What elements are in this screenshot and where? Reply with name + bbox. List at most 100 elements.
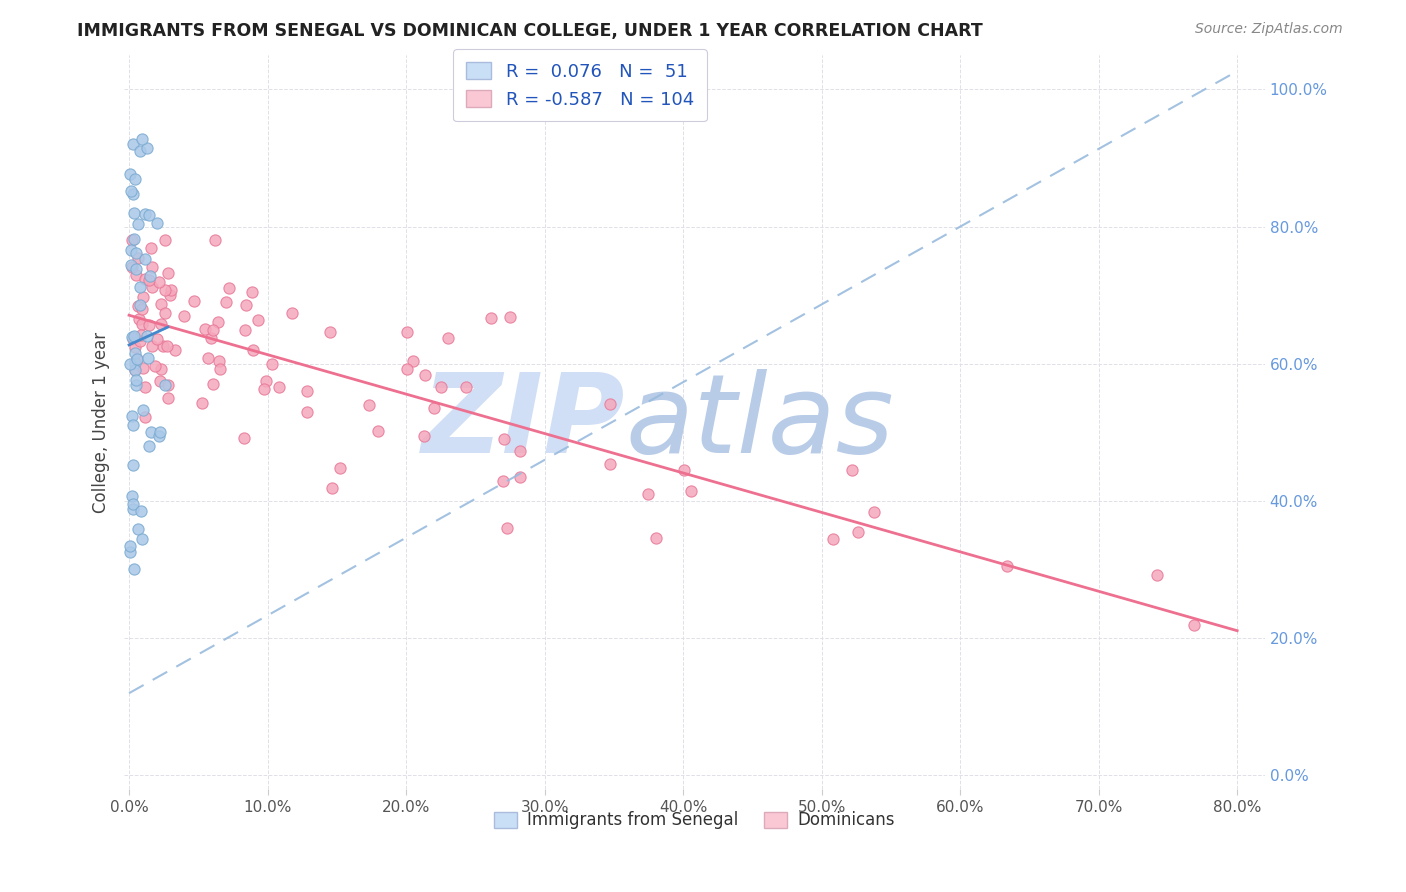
Point (129, 144, 152, 158)
Point (156, 339, 179, 353)
Point (141, 279, 163, 293)
Point (153, 377, 176, 392)
Point (121, 332, 143, 346)
Point (122, 329, 145, 343)
Point (127, 352, 149, 367)
Point (191, 396, 214, 410)
Point (402, 353, 425, 368)
Point (128, 280, 150, 294)
Point (281, 306, 304, 320)
Point (149, 374, 172, 388)
Point (132, 360, 155, 375)
Point (159, 287, 181, 301)
Point (128, 311, 150, 326)
Point (138, 318, 160, 332)
Point (120, 544, 142, 558)
Point (118, 357, 141, 371)
Point (395, 325, 418, 339)
Point (599, 457, 621, 471)
Point (131, 532, 153, 546)
Point (200, 331, 222, 345)
Point (125, 352, 148, 367)
Point (215, 295, 238, 310)
Point (139, 241, 162, 255)
Point (863, 505, 886, 519)
Y-axis label: College, Under 1 year: College, Under 1 year (93, 332, 110, 513)
Point (122, 458, 145, 472)
Point (141, 260, 163, 274)
Point (127, 217, 149, 231)
Point (122, 136, 145, 151)
Point (141, 339, 163, 353)
Point (1182, 617, 1205, 632)
Point (153, 306, 176, 320)
Point (156, 266, 179, 280)
Text: atlas: atlas (626, 368, 894, 475)
Point (173, 309, 195, 323)
Point (295, 405, 318, 419)
Point (148, 275, 170, 289)
Point (267, 380, 290, 394)
Text: ZIP: ZIP (422, 368, 626, 475)
Point (235, 298, 257, 312)
Point (121, 260, 143, 274)
Point (120, 258, 142, 272)
Point (122, 417, 145, 432)
Point (165, 343, 187, 358)
Point (124, 341, 146, 355)
Point (125, 377, 148, 392)
Point (128, 299, 150, 313)
Point (145, 359, 167, 373)
Point (129, 334, 152, 348)
Point (124, 363, 146, 377)
Point (122, 205, 145, 219)
Point (127, 522, 149, 536)
Point (152, 339, 174, 353)
Point (138, 439, 160, 453)
Point (499, 310, 522, 324)
Point (846, 524, 869, 539)
Point (150, 361, 173, 376)
Point (202, 323, 225, 337)
Point (242, 343, 264, 358)
Point (207, 315, 229, 329)
Point (125, 261, 148, 276)
Point (129, 504, 152, 518)
Point (124, 356, 146, 370)
Point (495, 521, 517, 535)
Point (122, 187, 145, 202)
Point (131, 317, 153, 331)
Point (150, 318, 173, 332)
Point (456, 380, 478, 394)
Point (129, 327, 152, 342)
Point (125, 268, 148, 282)
Point (124, 246, 146, 260)
Point (841, 463, 863, 477)
Point (637, 487, 659, 501)
Legend: Immigrants from Senegal, Dominicans: Immigrants from Senegal, Dominicans (488, 805, 901, 836)
Point (136, 329, 159, 343)
Point (121, 489, 143, 503)
Point (197, 351, 219, 366)
Point (149, 425, 172, 439)
Point (135, 141, 157, 155)
Point (155, 283, 177, 297)
Point (138, 208, 160, 222)
Point (146, 332, 169, 346)
Point (132, 403, 155, 417)
Point (367, 425, 389, 439)
Point (201, 377, 224, 392)
Point (262, 357, 284, 371)
Point (321, 481, 343, 495)
Point (252, 382, 274, 396)
Point (157, 391, 180, 405)
Point (492, 474, 515, 488)
Point (124, 346, 146, 360)
Point (124, 363, 146, 377)
Point (479, 311, 502, 326)
Point (207, 353, 229, 368)
Point (232, 431, 254, 445)
Point (139, 268, 162, 283)
Point (121, 497, 143, 511)
Point (183, 294, 205, 309)
